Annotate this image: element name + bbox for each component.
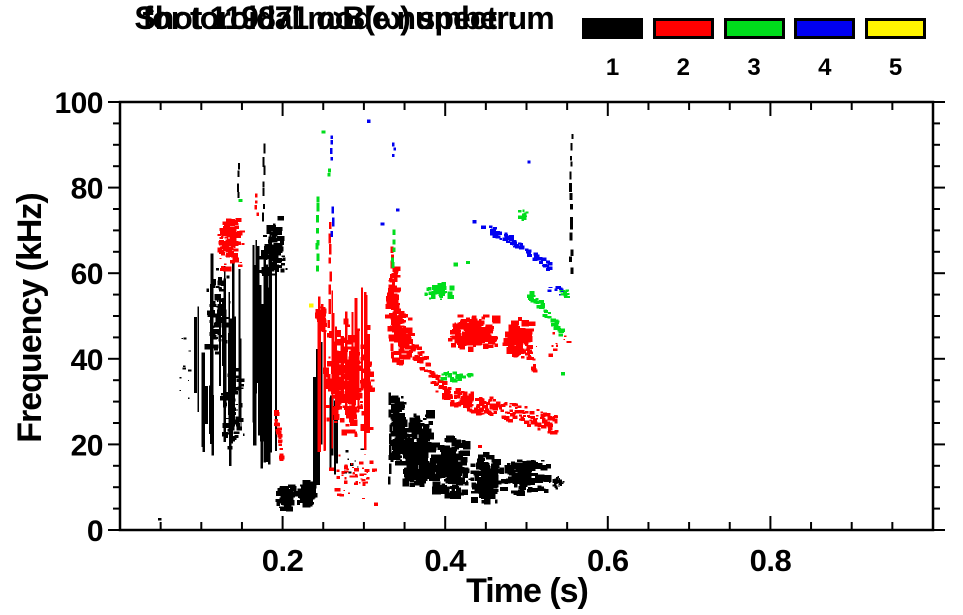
plot-frame bbox=[118, 100, 935, 532]
legend-swatch-mode-5 bbox=[865, 18, 926, 39]
spectrogram-data bbox=[158, 119, 574, 521]
legend-mode-label-2: 2 bbox=[676, 54, 690, 81]
y-tick-label-80: 80 bbox=[71, 173, 103, 206]
y-tick-label-20: 20 bbox=[71, 429, 103, 462]
y-tick-label-100: 100 bbox=[54, 87, 103, 120]
legend-mode-label-4: 4 bbox=[818, 54, 832, 81]
legend-swatch-mode-3 bbox=[723, 18, 785, 39]
chart-title-line1: Shot 119871 ωB(ω) spectrum bbox=[134, 0, 554, 36]
x-tick-label-0.8: 0.8 bbox=[750, 543, 792, 578]
x-tick-label-0.4: 0.4 bbox=[424, 543, 467, 578]
y-tick-label-40: 40 bbox=[71, 344, 103, 377]
legend-mode-label-1: 1 bbox=[605, 54, 620, 81]
y-tick-label-60: 60 bbox=[71, 258, 103, 291]
legend-mode-label-3: 3 bbox=[747, 54, 761, 81]
legend-swatch-mode-1 bbox=[582, 18, 643, 39]
legend-mode-label-5: 5 bbox=[888, 54, 903, 81]
legend-swatch-mode-4 bbox=[794, 18, 856, 39]
x-axis-title: Time (s) bbox=[466, 572, 589, 610]
legend-swatch-mode-2 bbox=[652, 18, 714, 39]
y-axis-title: Frequency (kHz) bbox=[11, 193, 49, 443]
chart-title-line2: for toroidal mode number: bbox=[142, 0, 519, 36]
x-tick-label-0.2: 0.2 bbox=[262, 543, 304, 578]
y-tick-label-0: 0 bbox=[87, 515, 103, 548]
x-tick-label-0.6: 0.6 bbox=[587, 543, 629, 578]
